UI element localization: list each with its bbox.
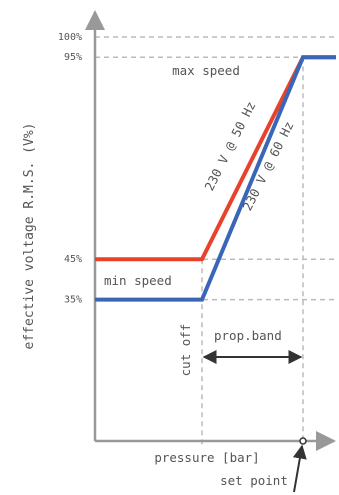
- y-tick-label-0: 100%: [58, 32, 82, 43]
- cut-off-label: cut off: [178, 324, 193, 377]
- series-lines: [95, 55, 336, 302]
- prop-band-label: prop.band: [214, 328, 282, 343]
- set-point-marker: [299, 437, 307, 445]
- max-speed-label: max speed: [172, 63, 240, 78]
- x-axis-label: pressure [bar]: [154, 450, 259, 465]
- y-tick-label-3: 35%: [64, 295, 82, 306]
- series-line-1: [95, 55, 336, 302]
- grid-lines: [95, 36, 336, 445]
- set-point-pointer: [292, 444, 307, 493]
- y-axis-label: effective voltage R.M.S. (V%): [22, 123, 37, 350]
- series-label-0: 230 V @ 50 Hz: [201, 99, 258, 193]
- y-tick-label-1: 95%: [64, 52, 82, 63]
- axes: 100% 95% 45% 35%: [58, 10, 336, 451]
- min-speed-label: min speed: [104, 273, 172, 288]
- y-tick-label-2: 45%: [64, 254, 82, 265]
- set-point-label: set point: [220, 473, 288, 488]
